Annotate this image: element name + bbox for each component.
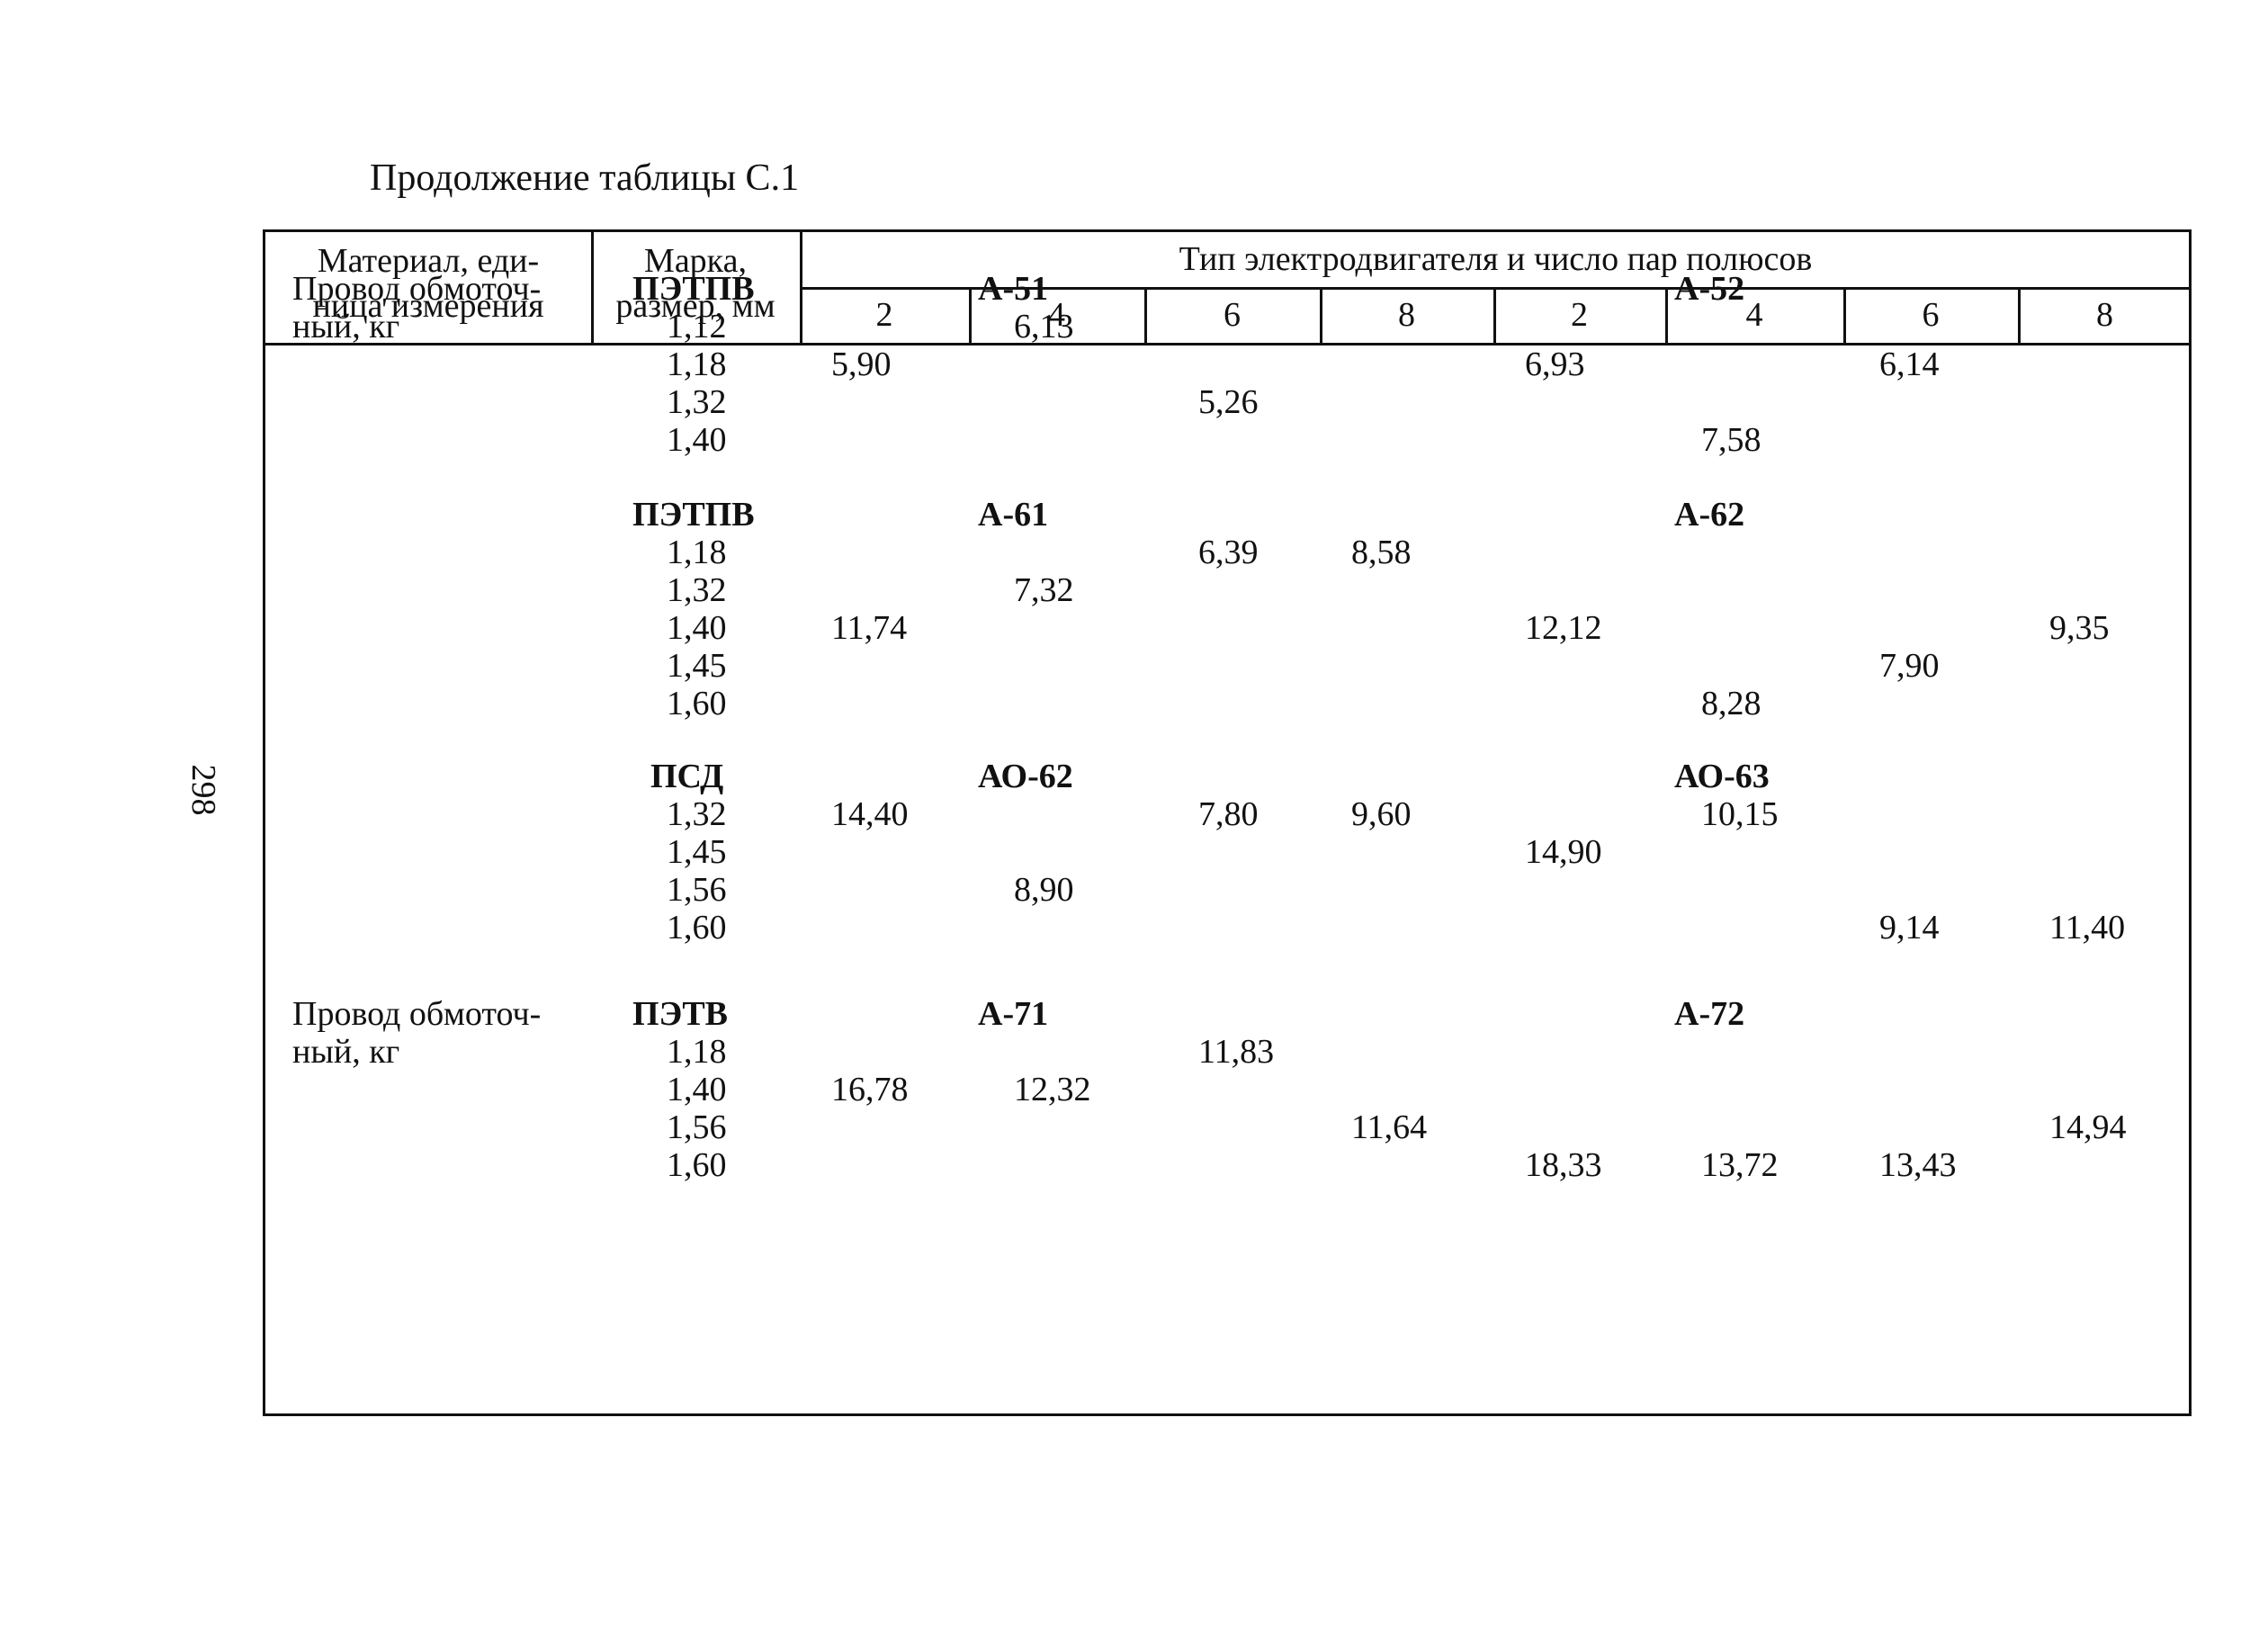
table-value: 11,74 (831, 609, 908, 647)
table-value: 5,90 (831, 345, 892, 383)
engine-type-right: АО-63 (1674, 758, 1770, 795)
header-pole-5: 2 (1571, 296, 1588, 334)
divider (1493, 287, 1496, 345)
header-mark-line1: Марка, (644, 242, 747, 280)
header-mark-line2: размер, мм (615, 287, 775, 325)
table-value: 13,43 (1879, 1146, 1957, 1184)
table-value: 6,13 (1014, 308, 1074, 345)
wire-size: 1,40 (667, 1071, 727, 1108)
wire-mark: ПЭТВ (632, 995, 729, 1033)
table-value: 7,32 (1014, 571, 1074, 609)
wire-size: 1,60 (667, 909, 727, 947)
wire-size: 1,45 (667, 647, 727, 685)
divider (591, 232, 594, 345)
engine-type-right: А-72 (1674, 995, 1745, 1033)
table-value: 6,93 (1525, 345, 1585, 383)
table-value: 14,40 (831, 795, 909, 833)
page-number: 298 (184, 764, 222, 816)
table-value: 18,33 (1525, 1146, 1602, 1184)
table-value: 9,60 (1351, 795, 1412, 833)
wire-size: 1,18 (667, 534, 727, 571)
header-pole-6: 4 (1745, 296, 1763, 334)
table-value: 14,90 (1525, 833, 1602, 871)
table-value: 12,12 (1525, 609, 1602, 647)
table-value: 8,28 (1701, 685, 1762, 722)
wire-size: 1,18 (667, 1033, 727, 1071)
table-value: 9,14 (1879, 909, 1940, 947)
header-pole-1: 2 (875, 296, 893, 334)
engine-type-right: А-62 (1674, 496, 1745, 534)
header-pole-4: 8 (1398, 296, 1415, 334)
wire-mark: ПСД (650, 758, 724, 795)
header-material-line2: ница измерения (312, 287, 544, 325)
divider (1320, 287, 1322, 345)
wire-size: 1,56 (667, 871, 727, 909)
table-value: 13,72 (1701, 1146, 1779, 1184)
engine-type-left: А-71 (978, 995, 1049, 1033)
divider (969, 287, 972, 345)
table-value: 9,35 (2049, 609, 2110, 647)
header-pole-3: 6 (1224, 296, 1241, 334)
wire-size: 1,32 (667, 795, 727, 833)
header-material-line1: Материал, еди- (317, 242, 540, 280)
wire-size: 1,56 (667, 1108, 727, 1146)
engine-type-right: А-52 (1674, 270, 1745, 308)
engine-type-left: А-61 (978, 496, 1049, 534)
table: Материал, еди- ница измерения Марка, раз… (263, 229, 2192, 1416)
wire-size: 1,18 (667, 345, 727, 383)
header-engine-type: Тип электродвигателя и число пар полюсов (1179, 240, 1813, 278)
table-value: 7,80 (1198, 795, 1259, 833)
engine-type-left: АО-62 (978, 758, 1073, 795)
table-value: 6,14 (1879, 345, 1940, 383)
table-value: 7,90 (1879, 647, 1940, 685)
header-pole-7: 6 (1922, 296, 1940, 334)
table-value: 5,26 (1198, 383, 1259, 421)
wire-size: 1,32 (667, 571, 727, 609)
material-label: ный, кг (292, 1033, 400, 1071)
material-label: Провод обмоточ- (292, 995, 542, 1033)
divider (1843, 287, 1846, 345)
wire-size: 1,60 (667, 685, 727, 722)
wire-size: 1,45 (667, 833, 727, 871)
table-value: 6,39 (1198, 534, 1259, 571)
wire-size: 1,60 (667, 1146, 727, 1184)
divider (1144, 287, 1147, 345)
wire-mark: ПЭТПВ (632, 270, 755, 308)
divider (265, 343, 2192, 345)
wire-size: 1,32 (667, 383, 727, 421)
engine-type-left: А-51 (978, 270, 1049, 308)
material-label: ный, кг (292, 308, 400, 345)
header-pole-2: 4 (1048, 296, 1065, 334)
table-value: 11,83 (1198, 1033, 1275, 1071)
divider (2018, 287, 2021, 345)
table-caption: Продолжение таблицы С.1 (370, 157, 800, 199)
table-value: 14,94 (2049, 1108, 2127, 1146)
wire-mark: ПЭТПВ (632, 496, 755, 534)
wire-size: 1,40 (667, 421, 727, 459)
wire-size: 1,40 (667, 609, 727, 647)
table-value: 8,58 (1351, 534, 1412, 571)
wire-size: 1,12 (667, 308, 727, 345)
table-value: 12,32 (1014, 1071, 1091, 1108)
table-value: 7,58 (1701, 421, 1762, 459)
divider (1665, 287, 1668, 345)
header-pole-8: 8 (2096, 296, 2113, 334)
material-label: Провод обмоточ- (292, 270, 542, 308)
table-value: 8,90 (1014, 871, 1074, 909)
table-value: 11,64 (1351, 1108, 1428, 1146)
table-value: 16,78 (831, 1071, 909, 1108)
table-value: 11,40 (2049, 909, 2126, 947)
table-value: 10,15 (1701, 795, 1779, 833)
